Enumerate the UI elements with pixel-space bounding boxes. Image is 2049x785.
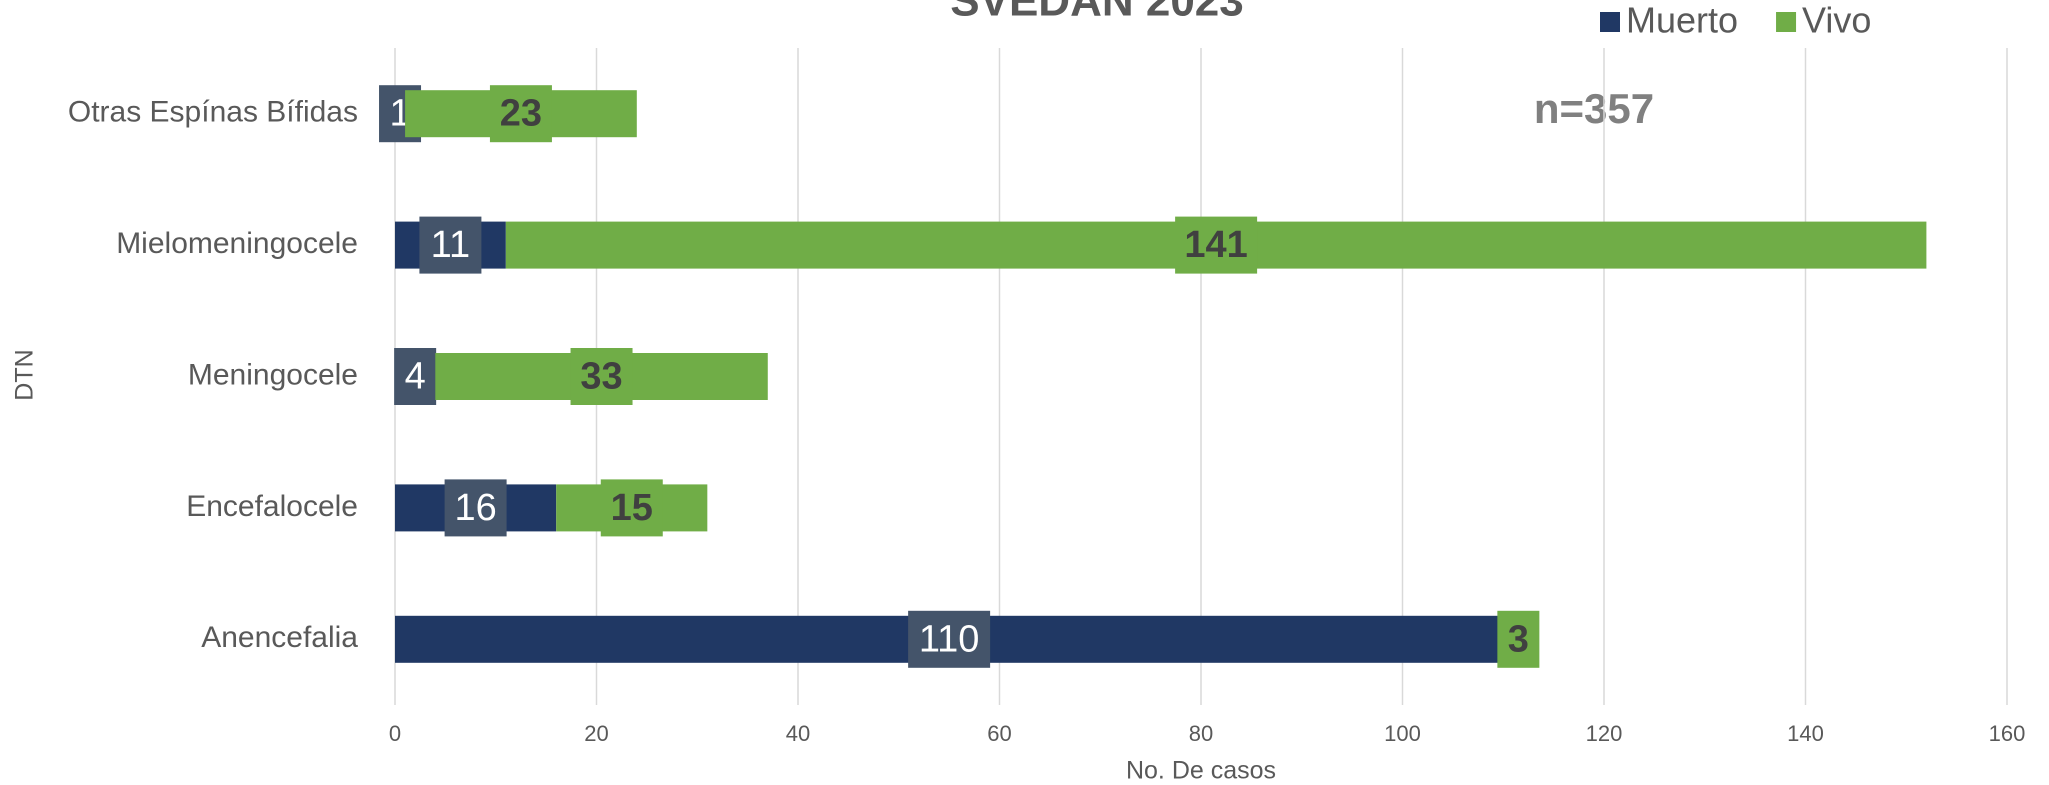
data-label: 16 (454, 487, 496, 529)
data-label-box (419, 216, 482, 274)
legend-swatch (1776, 12, 1797, 32)
data-label-box (1175, 216, 1258, 274)
chart-title: SVEDAN 2023 (950, 0, 1243, 26)
x-tick-label: 100 (1384, 721, 1421, 746)
y-tick-label: Encefalocele (186, 490, 358, 523)
x-tick-label: 0 (389, 721, 401, 746)
data-label: 33 (580, 356, 622, 398)
legend-label: Vivo (1802, 0, 1871, 41)
annotation: n=357 (1534, 85, 1654, 132)
data-label-box (444, 479, 507, 537)
data-label-box (394, 348, 437, 405)
data-label: 11 (431, 224, 470, 266)
data-label-box (1497, 610, 1540, 668)
legend-label: Muerto (1626, 0, 1738, 41)
x-tick-label: 60 (987, 721, 1011, 746)
y-tick-label: Otras Espínas Bífidas (68, 96, 358, 129)
data-label-box (570, 348, 633, 405)
data-label-box (908, 610, 991, 668)
x-tick-label: 40 (786, 721, 810, 746)
y-axis-label: DTN (11, 349, 39, 400)
legend-swatch (1600, 12, 1620, 32)
y-tick-label: Meningocele (188, 358, 358, 391)
data-label-box (600, 479, 663, 537)
data-label: 141 (1184, 224, 1247, 266)
data-label-box (489, 85, 552, 143)
x-tick-label: 120 (1586, 721, 1623, 746)
data-label: 4 (405, 356, 426, 398)
x-tick-label: 140 (1787, 721, 1824, 746)
data-label: 3 (1508, 618, 1529, 660)
data-label: 110 (919, 618, 980, 660)
data-label: 23 (500, 93, 542, 135)
x-tick-label: 20 (584, 721, 608, 746)
data-label: 15 (611, 487, 653, 529)
y-tick-label: Anencefalia (201, 621, 358, 654)
x-tick-label: 160 (1989, 721, 2026, 746)
x-axis-label: No. De casos (1126, 757, 1276, 785)
y-tick-label: Mielomeningocele (116, 227, 358, 260)
x-tick-label: 80 (1189, 721, 1213, 746)
